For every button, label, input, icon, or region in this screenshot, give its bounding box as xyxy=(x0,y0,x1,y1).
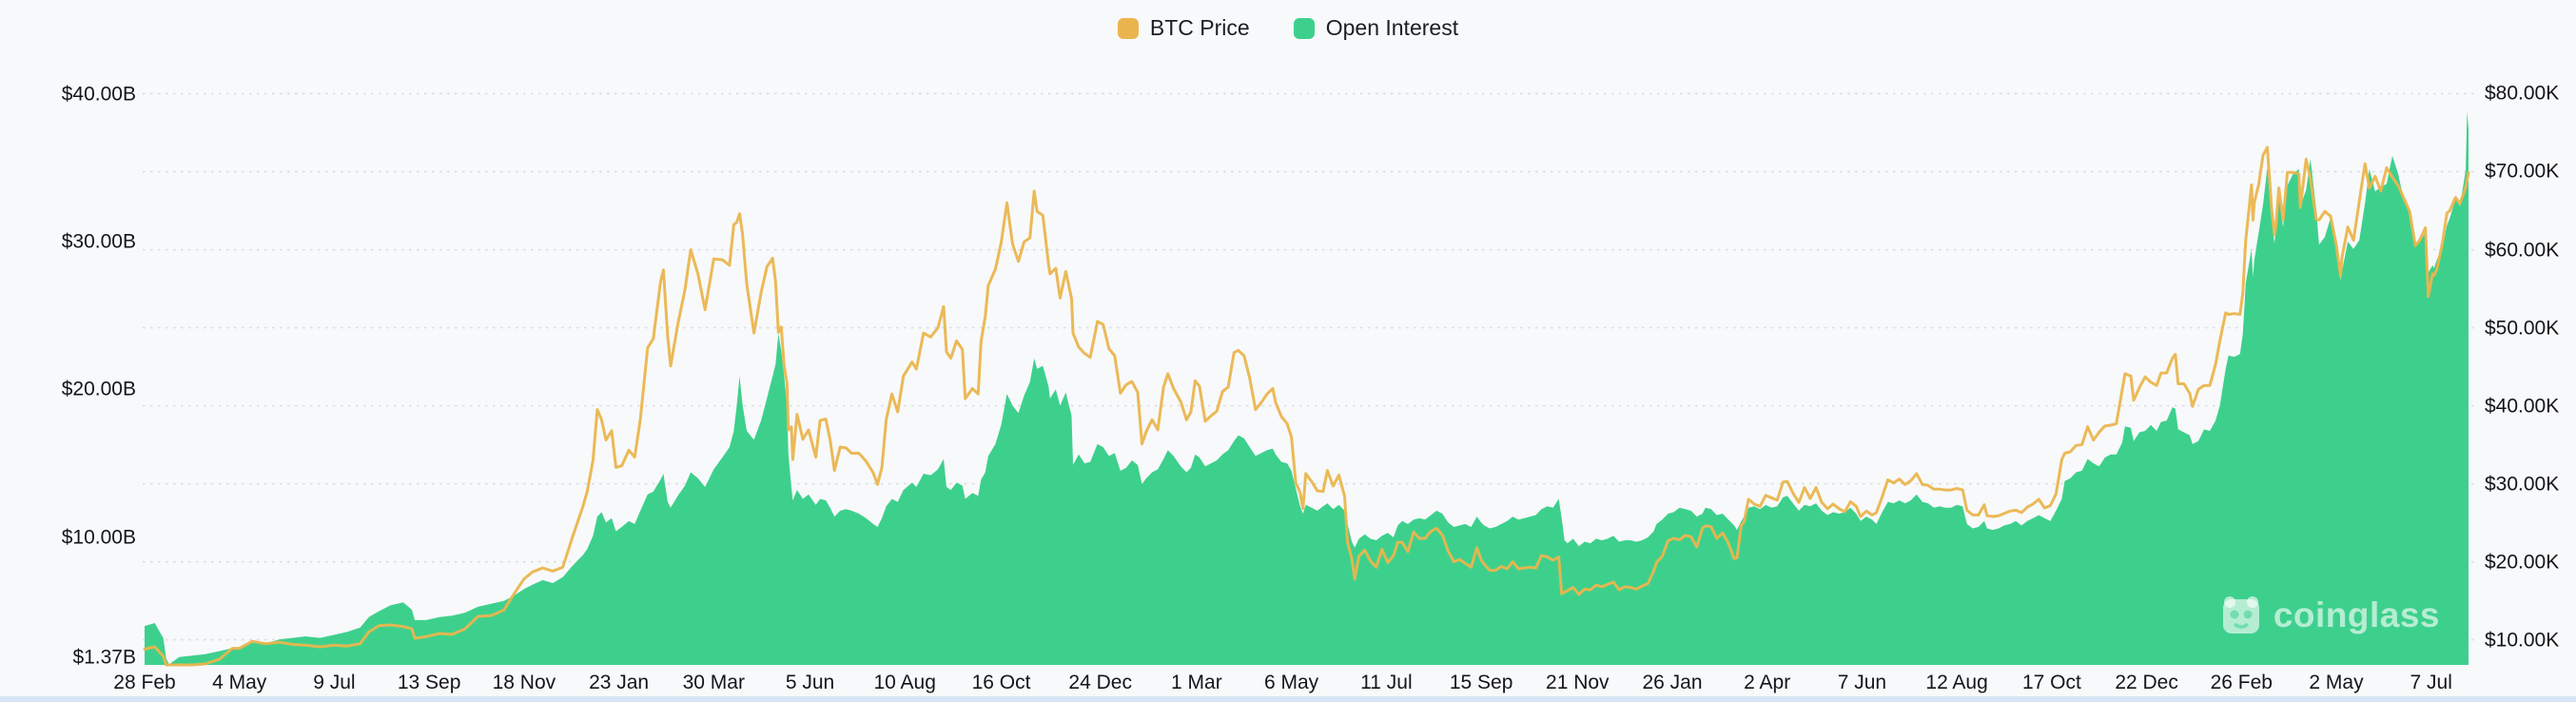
legend-label-btc-price: BTC Price xyxy=(1149,15,1250,40)
x-axis-tick-label: 28 Feb xyxy=(113,672,176,693)
y-axis-right-label: $80.00K xyxy=(2485,82,2560,105)
x-axis-tick-label: 7 Jul xyxy=(2410,672,2452,693)
watermark-text: coinglass xyxy=(2273,595,2440,634)
x-axis-tick-label: 15 Sep xyxy=(1449,672,1513,693)
y-axis-right-label: $60.00K xyxy=(2485,239,2560,261)
y-axis-right-label: $30.00K xyxy=(2485,473,2560,495)
legend-label-open-interest: Open Interest xyxy=(1325,15,1459,40)
x-axis-tick-label: 22 Dec xyxy=(2115,672,2178,693)
open-interest-swatch-icon xyxy=(1293,17,1315,39)
y-axis-right-label: $20.00K xyxy=(2485,551,2560,574)
y-axis-right: $80.00K $70.00K $60.00K $50.00K $40.00K $30.0… xyxy=(2485,0,2572,702)
x-axis-tick-label: 2 May xyxy=(2309,672,2364,693)
x-axis-tick-label: 7 Jun xyxy=(1837,672,1887,693)
y-axis-left-label: $40.00B xyxy=(61,83,136,106)
x-axis-tick-label: 5 Jun xyxy=(785,672,835,693)
x-axis-tick-label: 18 Nov xyxy=(492,672,556,693)
x-axis-tick-label: 1 Mar xyxy=(1171,672,1222,693)
x-axis-tick-label: 26 Jan xyxy=(1642,672,1703,693)
x-axis-tick-label: 21 Nov xyxy=(1546,672,1610,693)
coinglass-logo-icon xyxy=(2222,596,2259,634)
x-axis-tick-label: 26 Feb xyxy=(2210,672,2273,693)
y-axis-left: $40.00B $30.00B $20.00B $10.00B $1.37B xyxy=(40,0,136,702)
x-axis-tick-label: 12 Aug xyxy=(1925,672,1988,693)
y-axis-left-label: $10.00B xyxy=(61,526,136,549)
btc-price-line xyxy=(143,146,2470,667)
x-axis-tick-label: 10 Aug xyxy=(873,672,936,693)
y-axis-right-label: $10.00K xyxy=(2485,629,2560,652)
legend-item-btc-price[interactable]: BTC Price xyxy=(1117,15,1250,41)
x-axis-tick-label: 24 Dec xyxy=(1068,672,1132,693)
chart-legend: BTC Price Open Interest xyxy=(0,15,2576,41)
x-axis-tick-label: 16 Oct xyxy=(971,672,1031,693)
x-axis-tick-label: 30 Mar xyxy=(682,672,745,693)
range-slider-track[interactable] xyxy=(0,696,2576,702)
open-interest-area xyxy=(145,111,2469,665)
x-axis-tick-label: 23 Jan xyxy=(589,672,650,693)
y-axis-right-label: $70.00K xyxy=(2485,160,2560,183)
y-axis-left-label: $20.00B xyxy=(61,378,136,400)
watermark: coinglass xyxy=(2221,595,2440,635)
y-axis-right-label: $50.00K xyxy=(2485,317,2560,339)
x-axis: 28 Feb 4 May 9 Jul 13 Sep 18 Nov 23 Jan 30 Mar… xyxy=(0,673,2576,697)
y-axis-left-label: $30.00B xyxy=(61,230,136,253)
x-axis-tick-label: 2 Apr xyxy=(1744,672,1791,693)
x-axis-tick-label: 6 May xyxy=(1264,672,1319,693)
x-axis-tick-label: 13 Sep xyxy=(397,672,461,693)
x-axis-tick-label: 4 May xyxy=(212,672,267,693)
legend-item-open-interest[interactable]: Open Interest xyxy=(1293,15,1459,41)
y-axis-right-label: $40.00K xyxy=(2485,395,2560,417)
y-axis-left-label: $1.37B xyxy=(72,646,136,669)
btc-price-swatch-icon xyxy=(1117,17,1139,39)
x-axis-tick-label: 17 Oct xyxy=(2021,672,2081,693)
x-axis-tick-label: 9 Jul xyxy=(313,672,356,693)
x-axis-tick-label: 11 Jul xyxy=(1360,672,1413,693)
